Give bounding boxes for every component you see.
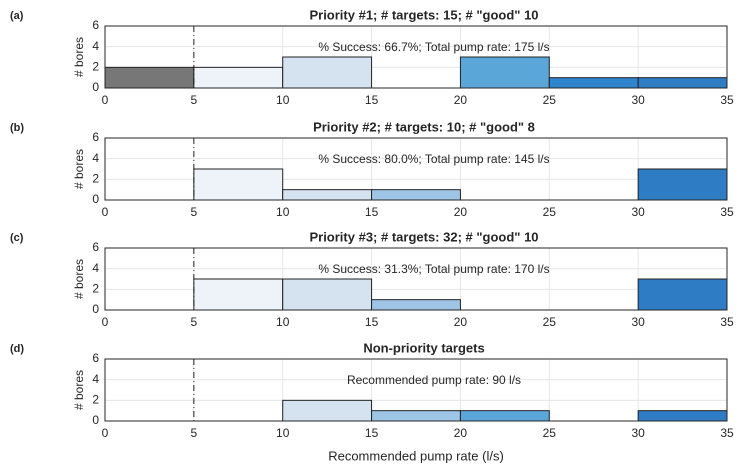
bar — [371, 410, 461, 422]
annotation: Recommended pump rate: 90 l/s — [347, 373, 521, 387]
y-tick-label: 6 — [92, 18, 99, 32]
bar — [459, 410, 550, 422]
y-axis-label: # bores — [72, 259, 86, 299]
annotation: % Success: 80.0%; Total pump rate: 145 l… — [318, 152, 549, 166]
axes-box — [104, 247, 728, 311]
annotation: % Success: 66.7%; Total pump rate: 175 l… — [318, 40, 549, 54]
x-tick-label: 30 — [631, 205, 645, 219]
y-axis-label: # bores — [72, 37, 86, 77]
y-tick-label: 0 — [92, 80, 99, 94]
x-tick-label: 0 — [102, 93, 109, 107]
x-tick-label: 35 — [720, 315, 734, 329]
bar — [104, 66, 195, 89]
x-tick-label: 5 — [191, 205, 198, 219]
bar — [193, 278, 284, 311]
y-tick-label: 4 — [92, 261, 99, 275]
chart-title: Non-priority targets — [363, 340, 484, 355]
bar — [282, 56, 373, 89]
x-tick-label: 15 — [365, 93, 379, 107]
y-tick-label: 2 — [92, 282, 99, 296]
x-tick-label: 30 — [631, 315, 645, 329]
y-tick-label: 4 — [92, 39, 99, 53]
x-tick-label: 15 — [365, 205, 379, 219]
annotation: % Success: 31.3%; Total pump rate: 170 l… — [318, 262, 549, 276]
x-tick-label: 20 — [454, 205, 468, 219]
axes-box — [104, 137, 728, 201]
x-tick-label: 25 — [543, 93, 557, 107]
y-axis-label: # bores — [72, 149, 86, 189]
x-tick-label: 30 — [631, 93, 645, 107]
axes-box — [104, 358, 728, 422]
x-tick-label: 10 — [276, 315, 290, 329]
bar — [637, 168, 728, 201]
x-tick-label: 25 — [543, 205, 557, 219]
y-tick-label: 2 — [92, 60, 99, 74]
panel-label: (d) — [10, 343, 24, 355]
x-tick-label: 10 — [276, 426, 290, 440]
bar — [637, 77, 728, 89]
y-tick-label: 0 — [92, 413, 99, 427]
x-tick-label: 5 — [191, 315, 198, 329]
y-tick-label: 2 — [92, 172, 99, 186]
x-tick-label: 15 — [365, 315, 379, 329]
bar — [282, 278, 373, 311]
x-tick-label: 20 — [454, 315, 468, 329]
x-tick-label: 10 — [276, 205, 290, 219]
axes-box — [104, 25, 728, 89]
panel-label: (c) — [10, 232, 24, 244]
x-tick-label: 0 — [102, 315, 109, 329]
bar — [459, 56, 550, 89]
y-axis-label: # bores — [72, 370, 86, 410]
x-tick-label: 25 — [543, 426, 557, 440]
bar — [637, 278, 728, 311]
x-tick-label: 35 — [720, 205, 734, 219]
x-tick-label: 35 — [720, 93, 734, 107]
y-tick-label: 2 — [92, 393, 99, 407]
x-tick-label: 5 — [191, 93, 198, 107]
y-tick-label: 4 — [92, 372, 99, 386]
y-tick-label: 0 — [92, 302, 99, 316]
x-tick-label: 20 — [454, 426, 468, 440]
y-tick-label: 6 — [92, 130, 99, 144]
bar — [193, 168, 284, 201]
x-tick-label: 0 — [102, 205, 109, 219]
chart-title: Priority #3; # targets: 32; # "good" 10 — [309, 229, 538, 244]
bar — [193, 66, 284, 89]
chart-title: Priority #2; # targets: 10; # "good" 8 — [313, 119, 535, 134]
bar — [282, 189, 373, 201]
panel-label: (a) — [10, 10, 24, 22]
bar — [282, 399, 373, 422]
x-tick-label: 15 — [365, 426, 379, 440]
x-tick-label: 20 — [454, 93, 468, 107]
x-tick-label: 10 — [276, 93, 290, 107]
y-tick-label: 6 — [92, 240, 99, 254]
x-tick-label: 25 — [543, 315, 557, 329]
x-tick-label: 5 — [191, 426, 198, 440]
x-axis-label: Recommended pump rate (l/s) — [328, 448, 504, 463]
x-tick-label: 35 — [720, 426, 734, 440]
bar — [548, 77, 639, 89]
bar — [371, 189, 461, 201]
y-tick-label: 6 — [92, 351, 99, 365]
panel-label: (b) — [10, 122, 24, 134]
bar — [637, 410, 728, 422]
y-tick-label: 4 — [92, 151, 99, 165]
x-tick-label: 30 — [631, 426, 645, 440]
y-tick-label: 0 — [92, 192, 99, 206]
bar — [371, 299, 461, 311]
chart-title: Priority #1; # targets: 15; # "good" 10 — [309, 7, 538, 22]
x-tick-label: 0 — [102, 426, 109, 440]
